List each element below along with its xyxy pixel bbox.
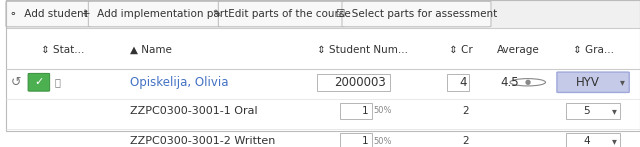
Text: ☑  Select parts for assessment: ☑ Select parts for assessment xyxy=(336,9,497,19)
Bar xyxy=(447,74,469,91)
Text: 2: 2 xyxy=(462,136,468,146)
Text: ⇕ Cr: ⇕ Cr xyxy=(449,45,472,55)
Bar xyxy=(566,102,620,120)
Text: ✓: ✓ xyxy=(34,77,44,87)
Text: ▾: ▾ xyxy=(612,136,617,146)
Text: ⇕ Student Num...: ⇕ Student Num... xyxy=(317,45,408,55)
Text: ZZPC0300-3001-2 Written: ZZPC0300-3001-2 Written xyxy=(129,136,275,146)
Bar xyxy=(317,74,390,91)
FancyBboxPatch shape xyxy=(342,1,491,27)
Text: 4: 4 xyxy=(460,76,467,89)
Bar xyxy=(340,102,372,120)
Text: ✎  Edit parts of the course: ✎ Edit parts of the course xyxy=(213,9,351,19)
Text: ▾: ▾ xyxy=(620,77,625,87)
Text: ⇕ Gra...: ⇕ Gra... xyxy=(573,45,614,55)
Text: 50%: 50% xyxy=(374,106,392,116)
Text: 4.5: 4.5 xyxy=(500,76,519,89)
Text: 1: 1 xyxy=(362,136,368,146)
FancyBboxPatch shape xyxy=(88,1,221,27)
Bar xyxy=(566,133,620,147)
Text: Average: Average xyxy=(497,45,540,55)
Text: Opiskelija, Olivia: Opiskelija, Olivia xyxy=(129,76,228,89)
Text: ⚬  Add student: ⚬ Add student xyxy=(10,9,88,19)
FancyBboxPatch shape xyxy=(218,1,345,27)
FancyBboxPatch shape xyxy=(6,1,92,27)
Bar xyxy=(340,133,372,147)
Text: ↺: ↺ xyxy=(11,76,22,89)
Text: ZZPC0300-3001-1 Oral: ZZPC0300-3001-1 Oral xyxy=(129,106,257,116)
Text: ⇕ Stat...: ⇕ Stat... xyxy=(41,45,84,55)
Text: 5: 5 xyxy=(583,106,589,116)
Text: 2000003: 2000003 xyxy=(335,76,387,89)
Text: 1: 1 xyxy=(362,106,368,116)
Text: HYV: HYV xyxy=(575,76,600,89)
Text: 4: 4 xyxy=(583,136,589,146)
Text: ▲ Name: ▲ Name xyxy=(129,45,172,55)
FancyBboxPatch shape xyxy=(557,72,629,92)
Text: +  Add implementation part: + Add implementation part xyxy=(82,9,228,19)
Bar xyxy=(6,0,640,28)
Text: 2: 2 xyxy=(462,106,468,116)
Text: ●: ● xyxy=(525,79,531,85)
Text: 🔒: 🔒 xyxy=(55,77,61,87)
Text: 50%: 50% xyxy=(374,137,392,146)
Text: ▾: ▾ xyxy=(612,106,617,116)
FancyBboxPatch shape xyxy=(28,73,50,91)
